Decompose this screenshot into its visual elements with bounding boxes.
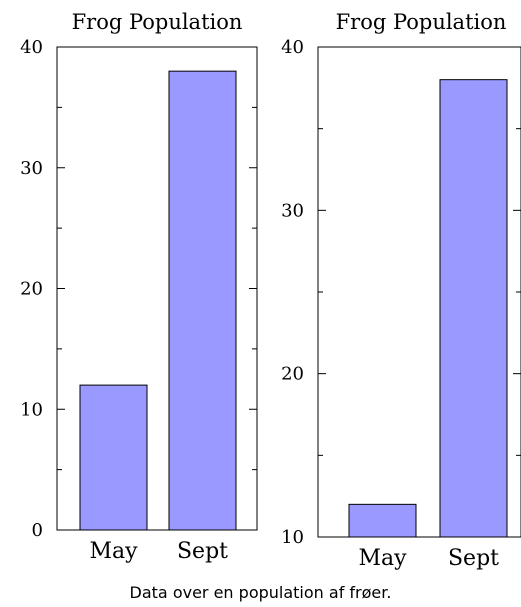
category-label: May bbox=[89, 539, 138, 564]
bar bbox=[168, 70, 237, 531]
y-tick-label: 10 bbox=[20, 399, 43, 420]
y-tick-label: 20 bbox=[281, 364, 304, 385]
y-tick-label: 0 bbox=[32, 520, 43, 541]
y-tick-label: 30 bbox=[281, 200, 304, 221]
figure-caption: Data over en population af frøer. bbox=[129, 583, 392, 602]
bar bbox=[439, 79, 508, 538]
chart-right: Frog Population 10 20 30 40 May Sept bbox=[281, 10, 521, 571]
y-tick-label: 40 bbox=[20, 37, 43, 58]
y-tick-label: 10 bbox=[281, 527, 304, 548]
category-label: Sept bbox=[448, 546, 499, 571]
y-tick-label: 30 bbox=[20, 158, 43, 179]
chart-title: Frog Population bbox=[336, 10, 507, 34]
category-label: May bbox=[358, 546, 407, 571]
bar bbox=[79, 384, 148, 531]
y-tick-label: 20 bbox=[20, 279, 43, 300]
y-tick-label: 40 bbox=[281, 37, 304, 58]
chart-title: Frog Population bbox=[72, 10, 243, 34]
bar bbox=[348, 503, 417, 538]
chart-left: Frog Population 0 10 20 30 40 May Sept bbox=[20, 10, 258, 564]
figure: Frog Population 0 10 20 30 40 May Sept Frog Pop… bbox=[20, 10, 521, 571]
category-label: Sept bbox=[177, 539, 228, 564]
